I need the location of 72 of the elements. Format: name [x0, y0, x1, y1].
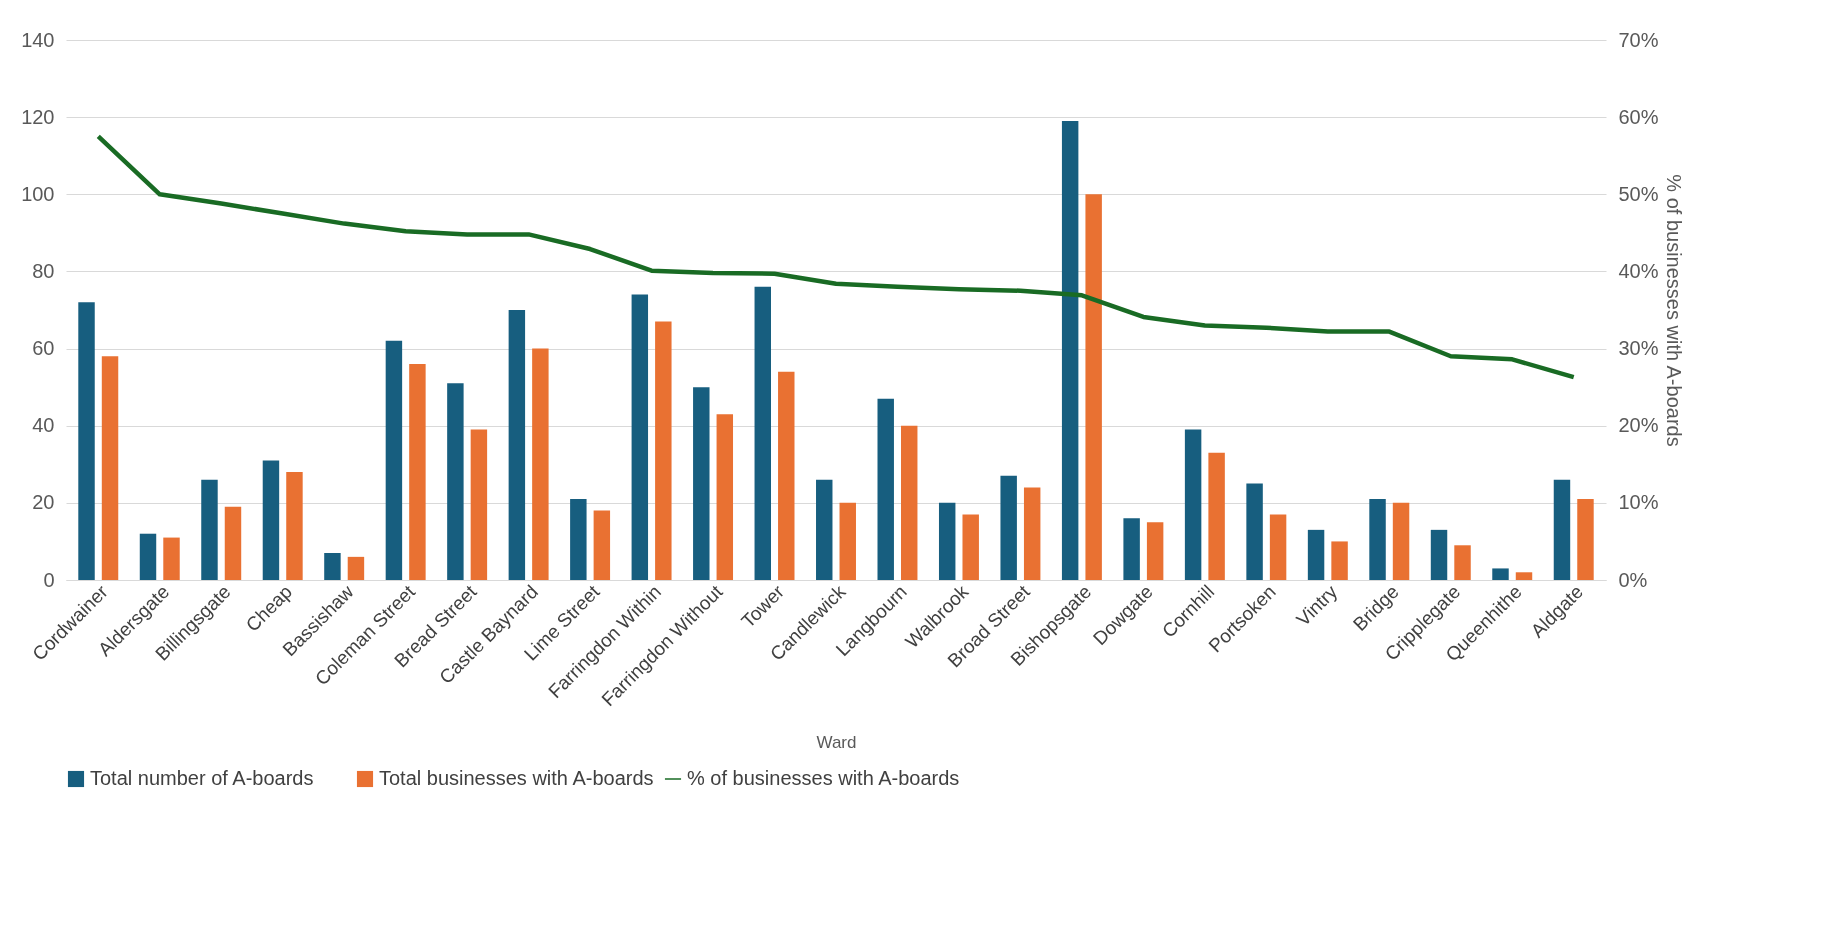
bar [1085, 194, 1102, 580]
y-tick-label: 0 [43, 568, 55, 591]
bar [347, 556, 365, 580]
bar [962, 514, 979, 580]
y2-axis-title: % of businesses with A-boards [1662, 174, 1685, 447]
bar [385, 340, 403, 580]
bar [631, 294, 649, 580]
bar [716, 414, 734, 580]
bar [1492, 568, 1509, 580]
y2-tick-label: 60% [1618, 105, 1659, 128]
bar [570, 499, 587, 580]
y-tick-label: 60 [32, 337, 55, 360]
bar [201, 479, 218, 580]
bar [1061, 121, 1079, 580]
bar [163, 537, 180, 580]
y-tick-label: 100 [21, 182, 55, 205]
bar [224, 506, 242, 580]
bar [286, 472, 303, 580]
legend-label: Total number of A-boards [90, 767, 314, 789]
bar [655, 321, 672, 580]
bar [1331, 541, 1348, 580]
y-tick-label: 120 [21, 105, 55, 128]
legend-label: Total businesses with A-boards [379, 767, 654, 789]
bar [1577, 499, 1594, 580]
y2-tick-label: 10% [1618, 491, 1659, 514]
bar [1123, 518, 1140, 580]
y2-tick-label: 20% [1618, 414, 1659, 437]
x-axis-title: Ward [816, 733, 857, 753]
bar [778, 371, 795, 580]
bar [470, 429, 488, 580]
y-tick-label: 20 [32, 491, 55, 514]
y2-tick-label: 30% [1618, 337, 1659, 360]
y2-tick-label: 0% [1618, 568, 1648, 591]
y-tick-label: 40 [32, 414, 55, 437]
bar [1208, 452, 1225, 580]
bar [1307, 529, 1325, 580]
bar [1184, 429, 1202, 580]
bar [1369, 499, 1386, 580]
y2-tick-label: 50% [1618, 182, 1659, 205]
y2-tick-label: 40% [1618, 259, 1659, 282]
bar [1269, 514, 1287, 580]
line-series [96, 134, 1576, 380]
bar [1553, 479, 1571, 580]
bar [1454, 545, 1471, 580]
bar [593, 510, 611, 580]
bar [1246, 483, 1263, 580]
y-tick-label: 140 [21, 28, 55, 51]
legend-label: % of businesses with A-boards [687, 767, 960, 789]
bar [693, 387, 710, 580]
bar [901, 425, 918, 580]
bar [139, 533, 157, 580]
bar [447, 383, 464, 580]
bar [1146, 522, 1164, 580]
bar [1515, 572, 1533, 580]
bar [754, 286, 771, 580]
bar [816, 479, 833, 580]
bar [1023, 487, 1041, 580]
y-tick-label: 80 [32, 259, 55, 282]
bar [78, 302, 95, 580]
bar [532, 348, 549, 580]
bar [839, 502, 856, 580]
bar [262, 460, 280, 580]
bar [938, 502, 956, 580]
bar [1392, 502, 1410, 580]
bar [409, 364, 426, 580]
bar [1430, 529, 1448, 580]
bar [101, 356, 119, 580]
bar [1000, 475, 1017, 580]
bar [508, 310, 526, 580]
bar [324, 553, 341, 580]
bar [877, 398, 894, 580]
y2-tick-label: 70% [1618, 28, 1659, 51]
